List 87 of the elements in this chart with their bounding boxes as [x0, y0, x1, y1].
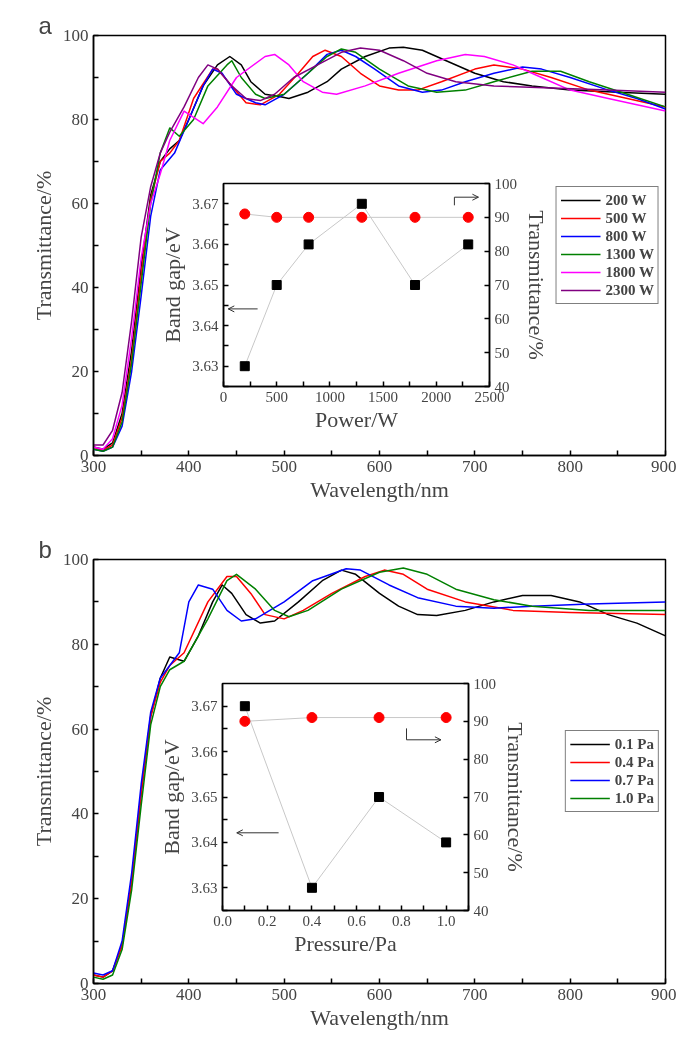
y2-tick-label: 60 — [473, 826, 489, 843]
x-axis-title: Pressure/Pa — [294, 930, 398, 956]
x-tick-label: 800 — [557, 456, 583, 476]
legend-label: 2300 W — [605, 281, 654, 299]
y-tick-label: 3.64 — [192, 317, 219, 334]
y2-tick-label: 70 — [494, 277, 510, 293]
y2-tick-label: 80 — [494, 243, 510, 260]
x-tick-label: 900 — [651, 984, 676, 1004]
y2-tick-label: 90 — [494, 209, 510, 226]
x-axis-title: Power/W — [314, 406, 399, 432]
x-tick-label: 0.2 — [257, 912, 277, 929]
x-tick-label: 400 — [176, 456, 202, 476]
y-tick-label: 3.65 — [192, 277, 219, 293]
y-tick-label: 3.67 — [192, 195, 219, 212]
y-tick-label: 60 — [71, 719, 89, 739]
point — [463, 239, 474, 250]
y-tick-label: 40 — [71, 804, 89, 824]
legend-label: 0.1 Pa — [614, 735, 654, 753]
point — [239, 701, 250, 712]
point — [374, 792, 385, 802]
y2-tick-label: 100 — [494, 175, 517, 192]
y2-axis-title: Transmittance/% — [524, 210, 549, 360]
y-tick-label: 3.63 — [191, 879, 218, 896]
x-axis-title: Wavelength/nm — [310, 1004, 449, 1030]
x-tick-label: 500 — [271, 456, 297, 476]
legend-label: 1.0 Pa — [614, 789, 654, 807]
x-axis-title: Wavelength/nm — [310, 476, 449, 502]
y-tick-label: 80 — [71, 110, 89, 129]
legend-label: 500 W — [605, 209, 647, 227]
legend-label: 200 W — [605, 191, 647, 209]
y-axis-title: Transmittance/% — [31, 696, 56, 847]
chart-title: b — [38, 535, 52, 563]
x-tick-label: 0.4 — [302, 912, 322, 929]
point — [441, 837, 452, 848]
y-axis-title: Band gap/eV — [160, 227, 186, 343]
y-tick-label: 3.67 — [191, 698, 218, 715]
x-tick-label: 800 — [557, 984, 583, 1004]
legend-label: 1300 W — [605, 245, 654, 263]
x-tick-label: 2000 — [421, 388, 452, 405]
point — [271, 280, 282, 290]
x-tick-label: 700 — [462, 984, 488, 1004]
chart-title: a — [38, 11, 53, 39]
x-tick-label: 600 — [366, 456, 393, 476]
y-tick-label: 40 — [71, 278, 89, 297]
x-tick-label: 600 — [366, 984, 393, 1004]
y2-tick-label: 80 — [473, 751, 489, 768]
x-tick-label: 1.0 — [436, 912, 456, 929]
x-tick-label: 0.8 — [392, 912, 411, 929]
y2-tick-label: 40 — [473, 902, 489, 919]
point — [410, 280, 421, 290]
point — [356, 198, 367, 209]
y-tick-label: 20 — [71, 889, 89, 909]
x-tick-label: 1500 — [368, 388, 399, 405]
point — [239, 361, 250, 372]
legend-label: 0.4 Pa — [614, 753, 654, 771]
y-axis-title: Band gap/eV — [159, 739, 185, 855]
legend-label: 800 W — [605, 227, 647, 245]
y-tick-label: 3.66 — [191, 743, 218, 760]
x-tick-label: 500 — [265, 388, 288, 405]
legend-label: 1800 W — [605, 263, 654, 281]
x-tick-label: 0.0 — [213, 912, 232, 929]
y2-tick-label: 50 — [473, 864, 489, 881]
x-tick-label: 0.6 — [347, 912, 367, 929]
y-tick-label: 3.66 — [192, 236, 219, 253]
point — [303, 239, 314, 250]
y-tick-label: 60 — [71, 194, 89, 213]
x-tick-label: 700 — [462, 456, 488, 476]
x-tick-label: 1000 — [314, 388, 345, 405]
y-tick-label: 100 — [63, 550, 89, 569]
y-axis-title: Transmittance/% — [31, 170, 56, 321]
x-tick-label: 400 — [176, 984, 202, 1004]
y-tick-label: 3.64 — [191, 834, 218, 851]
y2-tick-label: 70 — [473, 789, 489, 805]
y2-tick-label: 100 — [473, 675, 496, 692]
point — [306, 882, 317, 893]
y2-axis-title: Transmittance/% — [503, 722, 528, 872]
y2-tick-label: 60 — [494, 310, 510, 327]
x-tick-label: 900 — [651, 456, 676, 476]
y2-tick-label: 50 — [494, 344, 510, 361]
y-tick-label: 3.63 — [192, 358, 219, 375]
y-tick-label: 80 — [71, 634, 89, 654]
y-tick-label: 20 — [71, 362, 89, 381]
y-tick-label: 100 — [63, 26, 89, 45]
y2-tick-label: 90 — [473, 713, 489, 730]
legend-label: 0.7 Pa — [614, 771, 654, 789]
x-tick-label: 500 — [271, 984, 297, 1004]
y-tick-label: 3.65 — [191, 789, 218, 805]
